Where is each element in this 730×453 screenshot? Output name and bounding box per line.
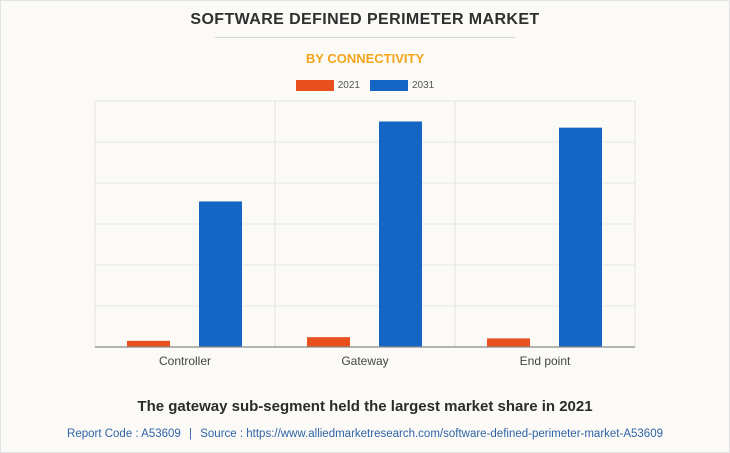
report-code: Report Code : A53609 [67, 428, 181, 440]
chart-title: SOFTWARE DEFINED PERIMETER MARKET [190, 11, 540, 28]
x-tick-label: End point [520, 354, 571, 368]
chart-caption: The gateway sub-segment held the largest… [137, 398, 593, 415]
bar-2031-gateway[interactable] [379, 121, 422, 348]
bar-2031-controller[interactable] [199, 201, 242, 347]
legend-swatch-2031 [370, 80, 408, 91]
x-tick-label: Gateway [341, 354, 388, 368]
bar-2021-controller[interactable] [127, 340, 170, 347]
legend-item-2021[interactable]: 2021 [295, 80, 360, 91]
bar-2021-gateway[interactable] [307, 337, 350, 347]
chart-legend: 2021 2031 [0, 80, 730, 91]
chart-subtitle: BY CONNECTIVITY [305, 51, 425, 66]
legend-swatch-2021 [295, 80, 334, 91]
footer-separator: | [189, 428, 193, 440]
bar-2031-end-point[interactable] [559, 127, 602, 348]
legend-label-2021: 2021 [337, 80, 360, 91]
x-tick-label: Controller [159, 354, 211, 368]
legend-item-2031[interactable]: 2031 [370, 80, 434, 91]
footer-source: Report Code : A53609 | Source : https://… [0, 428, 730, 440]
bar-2021-end-point[interactable] [487, 338, 530, 347]
legend-label-2031: 2031 [412, 80, 435, 91]
source-link[interactable]: Source : https://www.alliedmarketresearc… [200, 428, 663, 440]
title-divider [215, 37, 515, 38]
